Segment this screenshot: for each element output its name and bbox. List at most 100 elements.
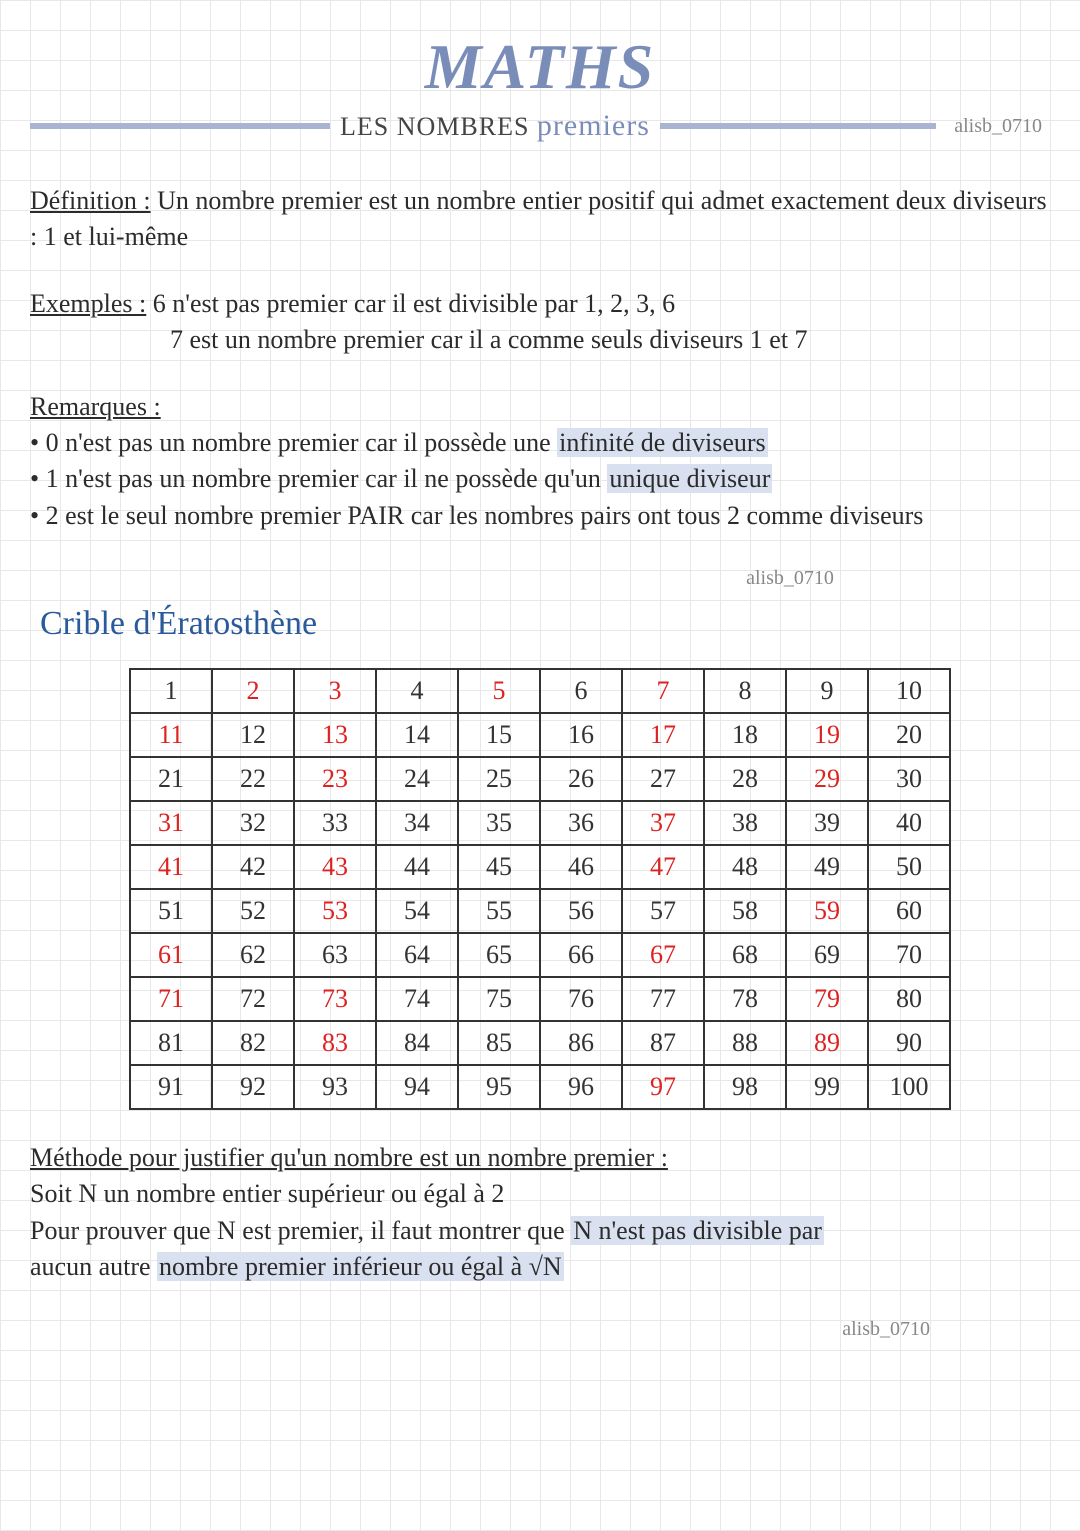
sieve-cell: 82 xyxy=(212,1021,294,1065)
sieve-row: 41424344454647484950 xyxy=(130,845,950,889)
sieve-cell: 2 xyxy=(212,669,294,713)
sieve-cell: 96 xyxy=(540,1065,622,1109)
watermark-mid: alisb_0710 xyxy=(530,564,1050,592)
sieve-cell: 88 xyxy=(704,1021,786,1065)
sieve-cell: 38 xyxy=(704,801,786,845)
rule-right xyxy=(660,123,936,129)
rule-left xyxy=(30,123,330,129)
sieve-cell: 80 xyxy=(868,977,950,1021)
sieve-cell: 43 xyxy=(294,845,376,889)
sieve-cell: 25 xyxy=(458,757,540,801)
exemple-2: 7 est un nombre premier car il a comme s… xyxy=(170,325,808,354)
sieve-cell: 53 xyxy=(294,889,376,933)
sieve-cell: 24 xyxy=(376,757,458,801)
sieve-cell: 48 xyxy=(704,845,786,889)
sieve-row: 81828384858687888990 xyxy=(130,1021,950,1065)
watermark-bottom: alisb_0710 xyxy=(30,1315,930,1343)
sieve-cell: 17 xyxy=(622,713,704,757)
remarque-1b: infinité de diviseurs xyxy=(557,428,768,457)
exemples-section: Exemples : 6 n'est pas premier car il es… xyxy=(30,286,1050,359)
sieve-cell: 21 xyxy=(130,757,212,801)
watermark-top: alisb_0710 xyxy=(946,115,1050,138)
sieve-row: 21222324252627282930 xyxy=(130,757,950,801)
subtitle-row: LES NOMBRES premiers alisb_0710 xyxy=(30,109,1050,143)
remarque-2a: • 1 n'est pas un nombre premier car il n… xyxy=(30,464,607,493)
sieve-cell: 18 xyxy=(704,713,786,757)
sieve-cell: 92 xyxy=(212,1065,294,1109)
sieve-cell: 81 xyxy=(130,1021,212,1065)
sieve-cell: 63 xyxy=(294,933,376,977)
definition-section: Définition : Un nombre premier est un no… xyxy=(30,183,1050,256)
sieve-cell: 42 xyxy=(212,845,294,889)
content: Définition : Un nombre premier est un no… xyxy=(30,183,1050,1343)
sieve-table: 1234567891011121314151617181920212223242… xyxy=(129,668,951,1110)
sieve-cell: 76 xyxy=(540,977,622,1021)
sieve-cell: 68 xyxy=(704,933,786,977)
methode-line3a: aucun autre xyxy=(30,1252,157,1281)
definition-text: Un nombre premier est un nombre entier p… xyxy=(30,186,1047,251)
sieve-cell: 4 xyxy=(376,669,458,713)
sieve-cell: 39 xyxy=(786,801,868,845)
methode-line1: Soit N un nombre entier supérieur ou éga… xyxy=(30,1179,504,1208)
sieve-cell: 90 xyxy=(868,1021,950,1065)
subtitle-plain: LES NOMBRES xyxy=(340,112,529,141)
sieve-cell: 74 xyxy=(376,977,458,1021)
sieve-cell: 15 xyxy=(458,713,540,757)
sieve-cell: 52 xyxy=(212,889,294,933)
sieve-cell: 100 xyxy=(868,1065,950,1109)
definition-label: Définition : xyxy=(30,186,151,215)
sieve-cell: 16 xyxy=(540,713,622,757)
sieve-cell: 20 xyxy=(868,713,950,757)
sieve-cell: 40 xyxy=(868,801,950,845)
sieve-cell: 49 xyxy=(786,845,868,889)
sieve-cell: 9 xyxy=(786,669,868,713)
remarque-3: • 2 est le seul nombre premier PAIR car … xyxy=(30,501,923,530)
sieve-cell: 95 xyxy=(458,1065,540,1109)
methode-section: Méthode pour justifier qu'un nombre est … xyxy=(30,1140,1050,1286)
sieve-cell: 58 xyxy=(704,889,786,933)
sieve-cell: 62 xyxy=(212,933,294,977)
sieve-cell: 67 xyxy=(622,933,704,977)
sieve-cell: 47 xyxy=(622,845,704,889)
sieve-cell: 59 xyxy=(786,889,868,933)
sieve-cell: 30 xyxy=(868,757,950,801)
remarques-section: Remarques : • 0 n'est pas un nombre prem… xyxy=(30,389,1050,535)
sieve-cell: 6 xyxy=(540,669,622,713)
sieve-cell: 70 xyxy=(868,933,950,977)
sieve-cell: 75 xyxy=(458,977,540,1021)
sieve-cell: 56 xyxy=(540,889,622,933)
sieve-cell: 19 xyxy=(786,713,868,757)
sieve-cell: 10 xyxy=(868,669,950,713)
sieve-cell: 5 xyxy=(458,669,540,713)
sieve-cell: 23 xyxy=(294,757,376,801)
sieve-cell: 44 xyxy=(376,845,458,889)
sieve-cell: 46 xyxy=(540,845,622,889)
subtitle-script: premiers xyxy=(537,109,650,142)
sieve-cell: 34 xyxy=(376,801,458,845)
sieve-cell: 27 xyxy=(622,757,704,801)
remarques-label: Remarques : xyxy=(30,392,161,421)
sieve-row: 12345678910 xyxy=(130,669,950,713)
sieve-cell: 61 xyxy=(130,933,212,977)
sieve-row: 11121314151617181920 xyxy=(130,713,950,757)
crible-title: Crible d'Ératosthène xyxy=(40,600,1050,648)
sieve-cell: 89 xyxy=(786,1021,868,1065)
sieve-cell: 35 xyxy=(458,801,540,845)
sieve-row: 61626364656667686970 xyxy=(130,933,950,977)
subtitle: LES NOMBRES premiers xyxy=(340,109,650,143)
sieve-cell: 3 xyxy=(294,669,376,713)
sieve-cell: 71 xyxy=(130,977,212,1021)
sieve-cell: 73 xyxy=(294,977,376,1021)
remarque-2b: unique diviseur xyxy=(607,464,772,493)
sieve-cell: 28 xyxy=(704,757,786,801)
methode-label: Méthode pour justifier qu'un nombre est … xyxy=(30,1143,668,1172)
methode-line2b: N n'est pas divisible par xyxy=(571,1216,824,1245)
sieve-row: 71727374757677787980 xyxy=(130,977,950,1021)
sieve-cell: 97 xyxy=(622,1065,704,1109)
sieve-cell: 93 xyxy=(294,1065,376,1109)
sieve-cell: 60 xyxy=(868,889,950,933)
sieve-cell: 83 xyxy=(294,1021,376,1065)
sieve-cell: 41 xyxy=(130,845,212,889)
sieve-cell: 32 xyxy=(212,801,294,845)
sieve-cell: 54 xyxy=(376,889,458,933)
